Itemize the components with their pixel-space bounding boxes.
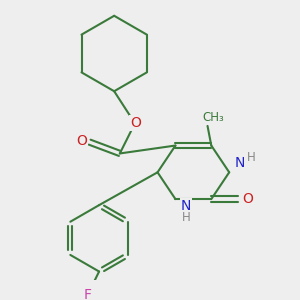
- Text: O: O: [242, 192, 253, 206]
- Text: O: O: [76, 134, 87, 148]
- Text: H: H: [247, 152, 256, 164]
- Text: CH₃: CH₃: [202, 111, 224, 124]
- Text: N: N: [181, 199, 191, 213]
- Text: F: F: [84, 288, 92, 300]
- Text: H: H: [182, 211, 190, 224]
- Text: O: O: [130, 116, 141, 130]
- Text: N: N: [235, 156, 245, 170]
